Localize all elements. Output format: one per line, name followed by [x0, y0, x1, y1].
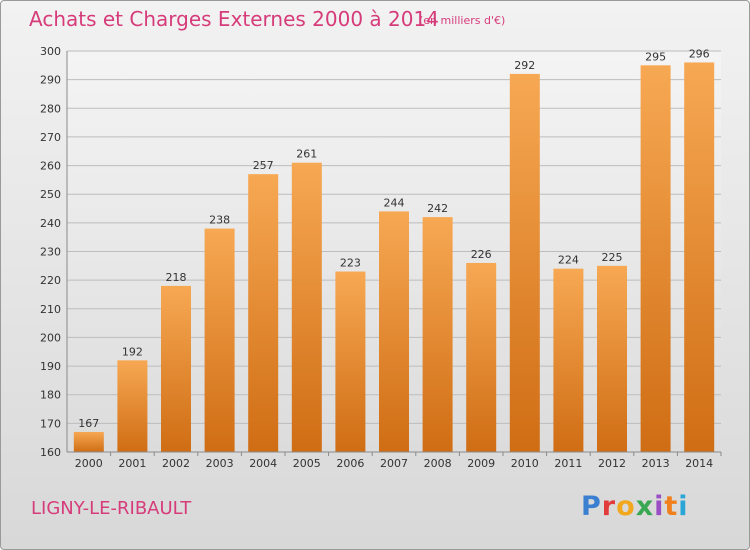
data-label-2006: 223 [340, 257, 361, 270]
y-tick-label: 170 [40, 417, 61, 430]
bar-2011 [553, 268, 584, 452]
x-tick-label: 2009 [467, 457, 495, 470]
data-label-2010: 292 [514, 59, 535, 72]
bar-2009 [466, 262, 497, 452]
y-tick-label: 290 [40, 74, 61, 87]
x-tick-label: 2005 [293, 457, 321, 470]
x-tick-label: 2012 [598, 457, 626, 470]
y-tick-label: 190 [40, 360, 61, 373]
data-label-2000: 167 [78, 417, 99, 430]
data-label-2007: 244 [384, 196, 405, 209]
y-tick-label: 160 [40, 446, 61, 459]
bar-2005 [291, 162, 322, 452]
data-label-2009: 226 [471, 248, 492, 261]
x-tick-label: 2011 [554, 457, 582, 470]
y-tick-label: 230 [40, 246, 61, 259]
x-tick-label: 2000 [75, 457, 103, 470]
y-tick-label: 240 [40, 217, 61, 230]
y-tick-label: 270 [40, 131, 61, 144]
data-label-2014: 296 [689, 47, 710, 60]
bar-2014 [684, 62, 715, 452]
bar-2001 [117, 360, 148, 452]
x-tick-label: 2014 [685, 457, 713, 470]
data-label-2008: 242 [427, 202, 448, 215]
x-tick-label: 2008 [424, 457, 452, 470]
x-tick-label: 2010 [511, 457, 539, 470]
data-label-2003: 238 [209, 214, 230, 227]
data-label-2004: 257 [253, 159, 274, 172]
x-tick-label: 2001 [118, 457, 146, 470]
chart-unit: (en milliers d'€) [419, 14, 506, 27]
y-tick-label: 300 [40, 45, 61, 58]
x-tick-label: 2004 [249, 457, 277, 470]
bar-2002 [161, 285, 191, 452]
data-label-2002: 218 [166, 271, 187, 284]
bar-2004 [248, 174, 279, 452]
data-label-2013: 295 [645, 50, 666, 63]
commune-name: LIGNY-LE-RIBAULT [31, 498, 192, 519]
data-label-2012: 225 [602, 251, 623, 264]
bar-2003 [204, 228, 235, 452]
data-label-2005: 261 [296, 148, 317, 161]
y-tick-label: 200 [40, 331, 61, 344]
bar-2000 [73, 431, 104, 452]
y-tick-label: 280 [40, 102, 61, 115]
bar-2010 [509, 73, 540, 453]
y-tick-label: 250 [40, 188, 61, 201]
data-label-2011: 224 [558, 254, 579, 267]
bar-2008 [422, 217, 453, 452]
data-label-2001: 192 [122, 345, 143, 358]
bar-2007 [379, 211, 409, 452]
y-tick-label: 210 [40, 303, 61, 316]
y-tick-label: 180 [40, 389, 61, 402]
x-tick-label: 2003 [206, 457, 234, 470]
x-tick-label: 2002 [162, 457, 190, 470]
bar-2006 [335, 271, 366, 452]
y-tick-label: 260 [40, 160, 61, 173]
bar-2012 [597, 265, 627, 452]
x-tick-label: 2007 [380, 457, 408, 470]
bar-2013 [640, 65, 671, 453]
chart-title: Achats et Charges Externes 2000 à 2014 [29, 7, 439, 31]
brand-logo: Proxiti [581, 491, 689, 522]
y-tick-label: 220 [40, 274, 61, 287]
x-tick-label: 2006 [336, 457, 364, 470]
x-tick-label: 2013 [642, 457, 670, 470]
